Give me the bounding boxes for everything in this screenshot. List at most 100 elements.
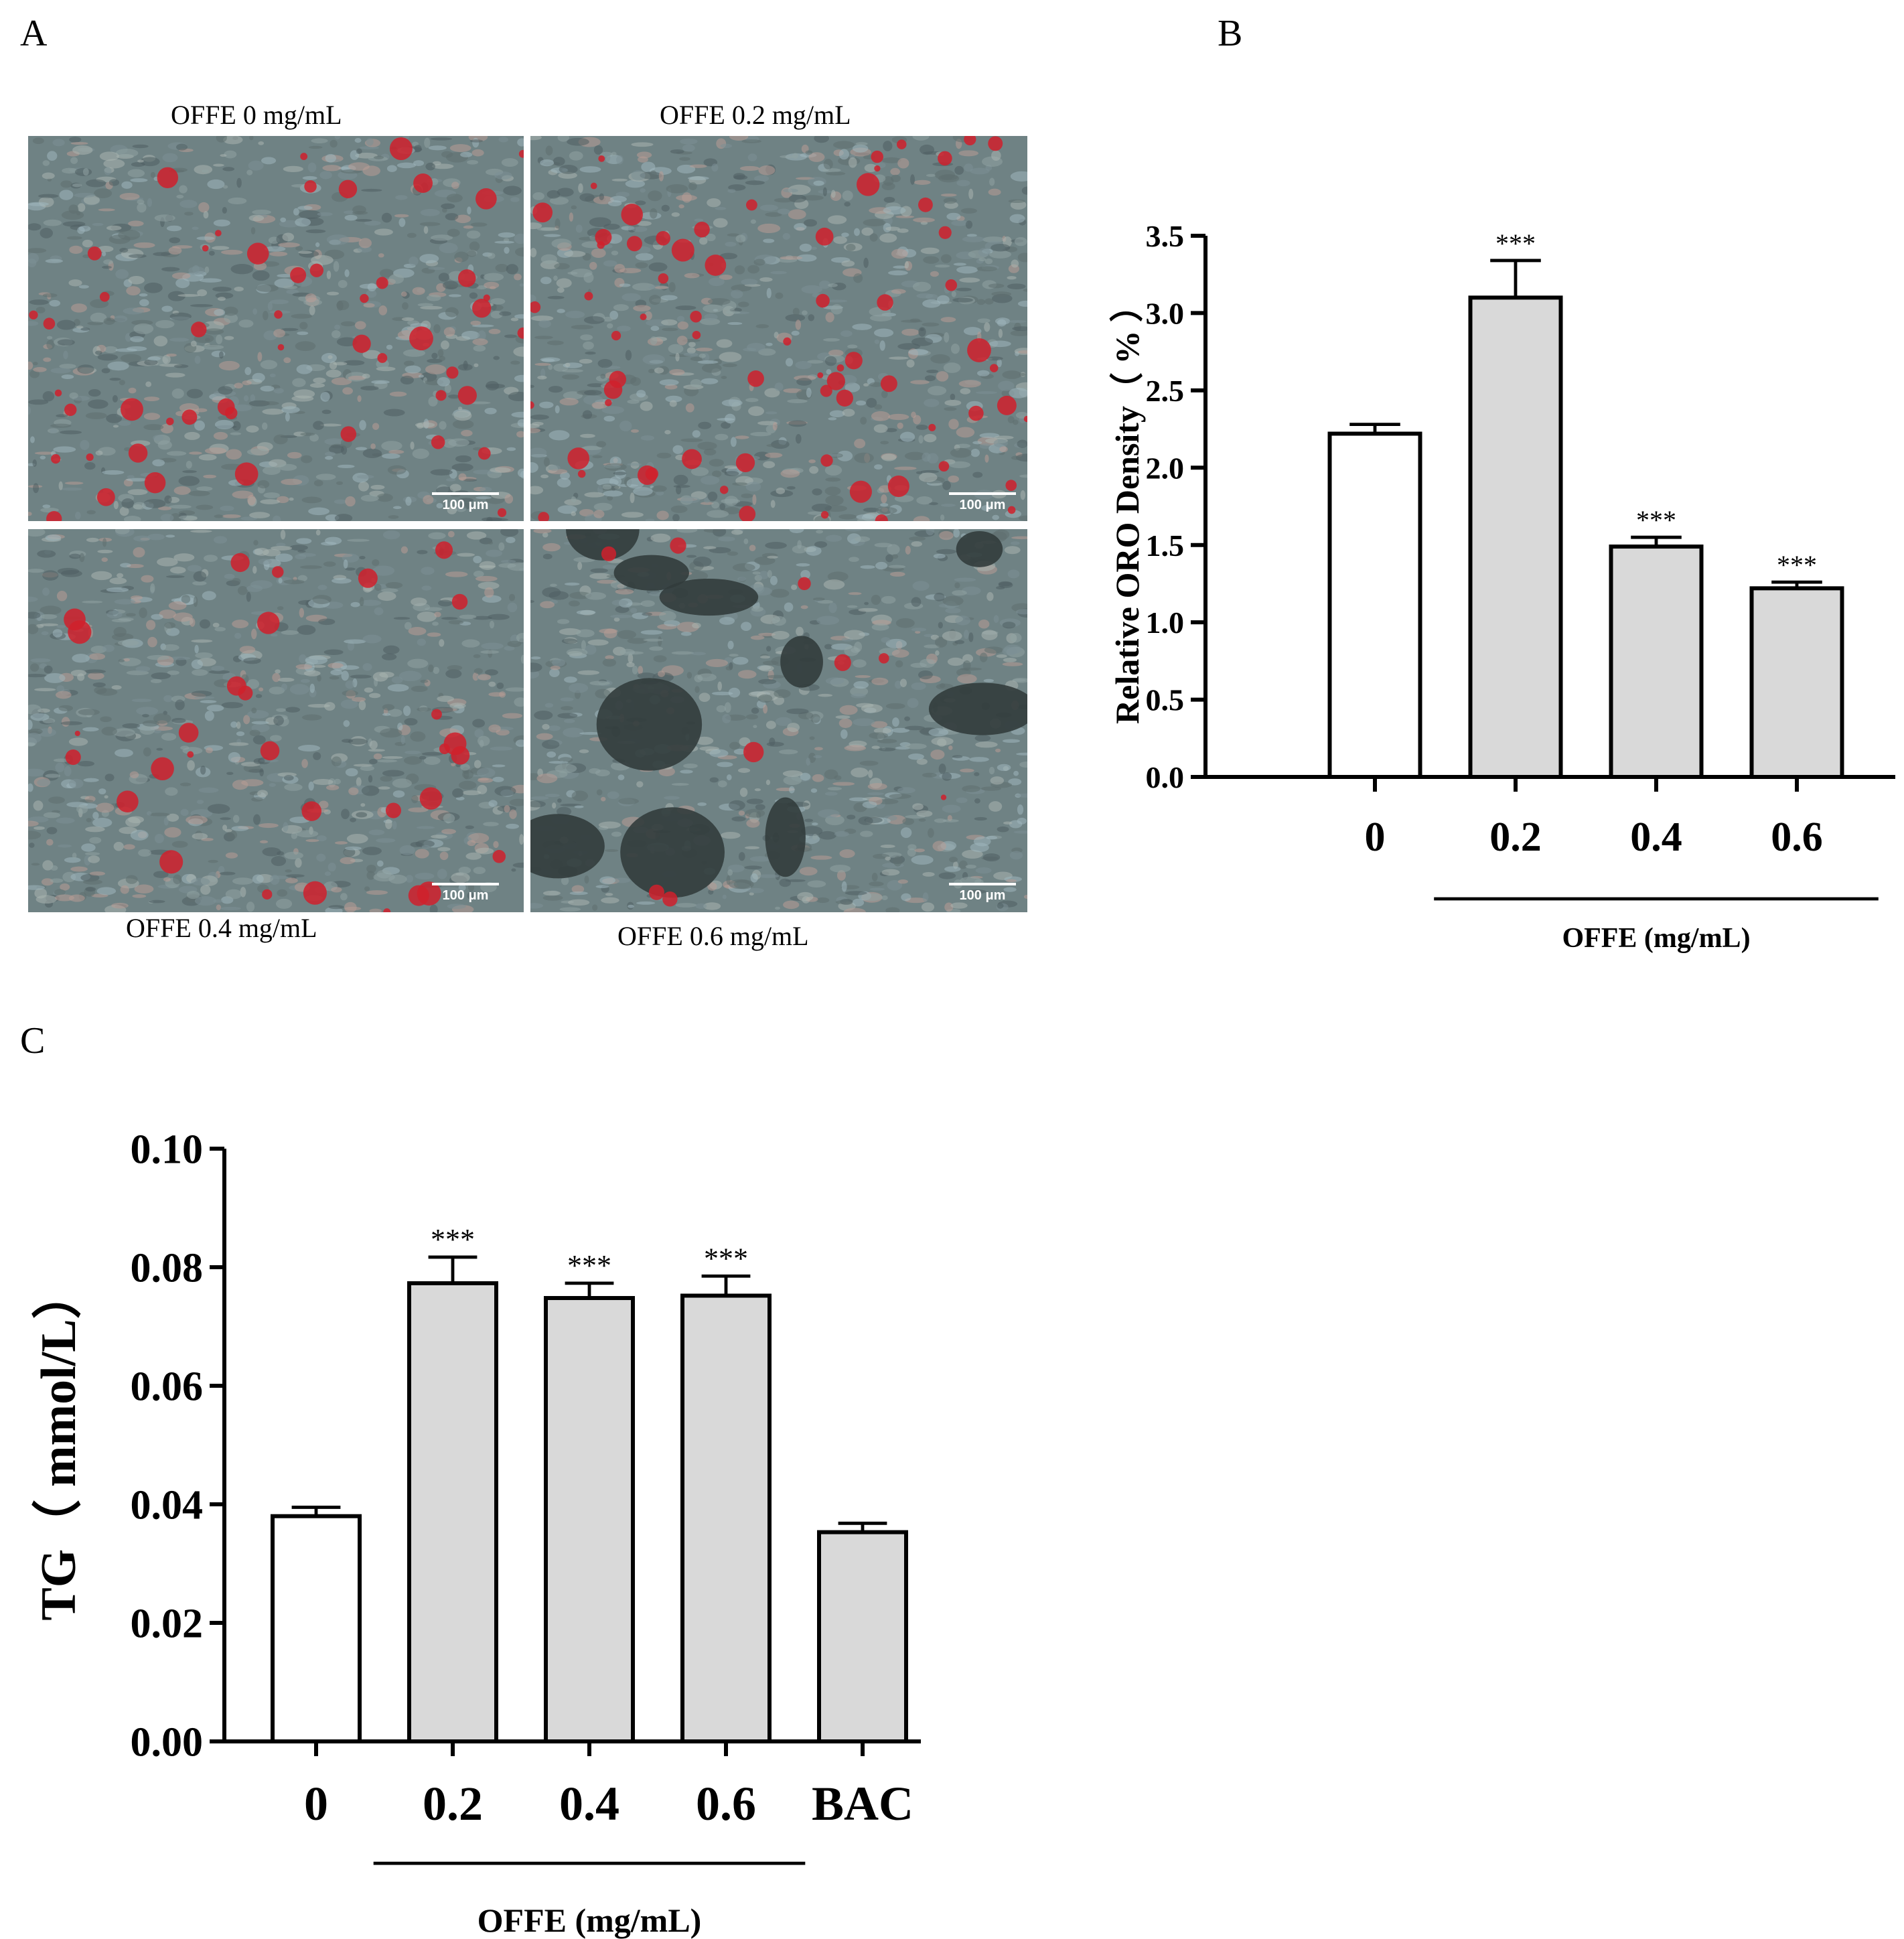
lipid-droplet [590,182,597,190]
lipid-droplet [301,801,322,821]
cell-texture [70,866,88,872]
cell-texture [743,538,749,545]
cell-texture [997,358,1002,368]
cell-texture [42,587,50,596]
cell-texture [37,550,56,558]
cell-texture [478,674,492,680]
cell-texture [446,194,463,203]
cell-texture [424,607,443,612]
cell-texture [373,155,384,159]
cell-texture [283,285,298,289]
cell-texture [38,194,59,198]
cell-texture [28,612,41,619]
cell-texture [46,827,58,835]
cell-texture [354,137,362,143]
cell-texture [251,707,257,714]
cell-texture [828,417,837,421]
cell-texture [344,846,362,851]
cell-texture [944,399,962,407]
cell-texture [499,311,512,316]
cell-texture [220,817,231,820]
cell-texture [912,803,924,810]
cell-texture [246,678,260,689]
cell-texture [767,555,778,559]
cell-texture [246,425,259,433]
cell-texture [1020,490,1026,500]
lipid-droplet [178,723,199,743]
lipid-droplet [879,653,889,664]
lipid-droplet [820,384,832,397]
cell-texture [611,599,629,606]
cell-texture [301,455,313,463]
cell-texture [599,628,618,634]
cell-texture [437,869,447,879]
lipid-droplet [836,364,845,372]
cell-texture [901,328,920,336]
cell-texture [458,473,467,481]
cell-texture [654,286,669,289]
cell-texture [332,577,352,584]
cell-texture [200,700,217,703]
cell-texture [962,654,974,663]
cell-texture [745,180,765,186]
cell-texture [196,800,204,804]
cell-texture [721,376,727,379]
cell-texture [557,798,562,803]
cell-texture [301,759,308,768]
cell-texture [881,390,888,399]
cell-texture [1017,439,1027,448]
cell-texture [149,812,170,816]
cell-texture [824,792,838,796]
cell-texture [142,720,159,727]
cell-texture [885,703,905,709]
cell-texture [113,626,127,638]
cell-texture [347,538,370,542]
y-tick-label: 0.5 [1146,683,1185,717]
cell-texture [993,615,999,623]
cell-texture [313,421,324,430]
cell-texture [32,362,38,366]
cell-texture [1007,276,1017,280]
cell-texture [289,684,310,695]
cell-texture [415,849,429,859]
cell-texture [810,713,820,723]
cell-texture [916,810,933,817]
cell-texture [507,562,524,571]
cell-texture [115,148,139,158]
cell-texture [186,460,192,469]
cell-texture [853,273,863,283]
cell-texture [895,618,915,628]
cell-texture [122,723,141,729]
cell-texture [449,395,459,399]
cell-texture [421,585,432,591]
cell-texture [442,208,447,213]
cell-texture [891,174,901,182]
cell-texture [56,625,66,628]
cell-texture [161,267,180,272]
cell-texture [807,511,825,515]
cell-texture [207,804,230,814]
cell-texture [56,685,65,693]
cell-texture [697,673,717,682]
cell-texture [722,363,737,368]
cell-texture [648,295,661,305]
cell-texture [37,779,51,786]
cell-texture [33,483,40,494]
cell-texture [632,283,655,291]
cell-texture [88,855,100,863]
cell-texture [750,431,772,437]
cell-texture [359,420,366,431]
cell-texture [727,551,739,556]
cell-texture [854,439,866,449]
cell-texture [854,228,860,236]
cell-texture [747,153,757,161]
cell-texture [82,239,93,248]
cell-texture [942,481,951,490]
cell-texture [334,841,348,845]
cell-texture [341,808,350,820]
cell-texture [166,225,182,232]
cell-texture [115,269,129,279]
y-tick-label: 0.10 [131,1127,204,1173]
lipid-droplet [692,330,701,340]
cell-texture [889,571,905,577]
